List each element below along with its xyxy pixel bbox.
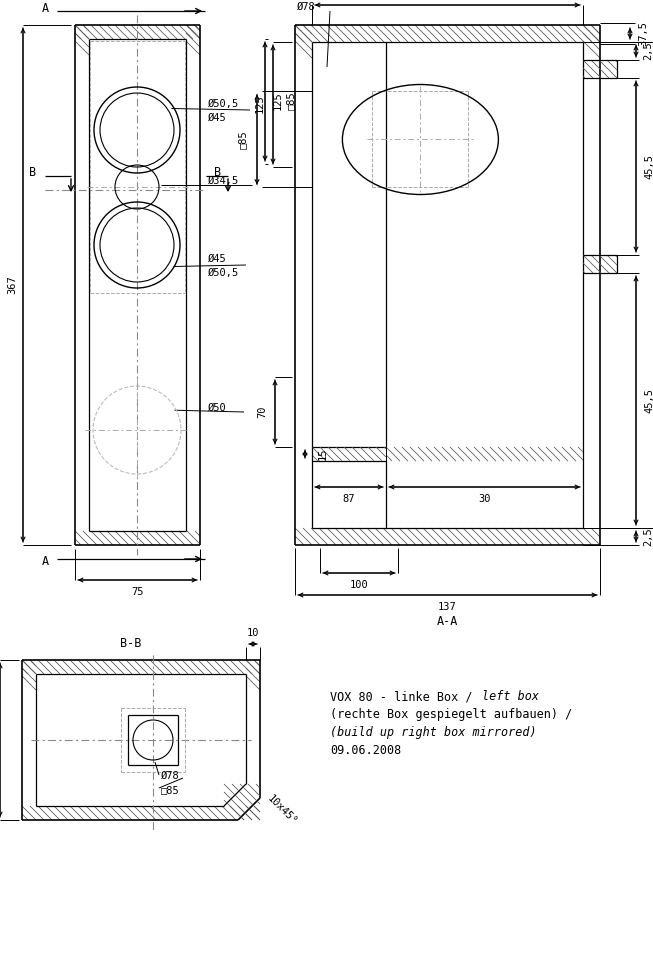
- Text: 125: 125: [273, 91, 283, 111]
- Text: 137: 137: [438, 602, 457, 612]
- Polygon shape: [22, 806, 260, 820]
- Text: 37,5: 37,5: [638, 21, 648, 46]
- Polygon shape: [295, 25, 312, 545]
- Text: 30: 30: [478, 494, 491, 504]
- Text: Ø50,5: Ø50,5: [208, 99, 239, 109]
- Polygon shape: [583, 60, 617, 78]
- Text: B: B: [214, 166, 221, 178]
- Polygon shape: [22, 660, 260, 674]
- Polygon shape: [224, 784, 260, 820]
- Text: Ø78: Ø78: [297, 2, 316, 12]
- Polygon shape: [75, 25, 200, 39]
- Text: left box: left box: [482, 690, 539, 703]
- Text: 367: 367: [7, 275, 17, 294]
- Text: A-A: A-A: [437, 614, 458, 627]
- Polygon shape: [312, 447, 386, 461]
- Text: Ø50: Ø50: [208, 403, 227, 413]
- Text: (rechte Box gespiegelt aufbauen) /: (rechte Box gespiegelt aufbauen) /: [330, 708, 572, 721]
- Text: 100: 100: [349, 580, 368, 590]
- Polygon shape: [295, 528, 600, 545]
- Text: 2,5: 2,5: [643, 527, 653, 546]
- Text: □85: □85: [286, 91, 296, 111]
- Text: 45,5: 45,5: [644, 154, 653, 179]
- Text: Ø34,5: Ø34,5: [208, 176, 239, 186]
- Polygon shape: [75, 25, 89, 545]
- Text: □85: □85: [238, 130, 248, 149]
- Text: 87: 87: [343, 494, 355, 504]
- Text: Ø45: Ø45: [208, 254, 227, 264]
- Polygon shape: [22, 660, 36, 820]
- Polygon shape: [386, 447, 583, 461]
- Polygon shape: [186, 25, 200, 545]
- Text: 2,5: 2,5: [643, 41, 653, 61]
- Text: 45,5: 45,5: [644, 388, 653, 413]
- Text: A: A: [41, 555, 48, 567]
- Text: (build up right box mirrored): (build up right box mirrored): [330, 726, 537, 739]
- Text: Ø45: Ø45: [208, 113, 227, 123]
- Text: 10x45°: 10x45°: [265, 793, 298, 827]
- Text: VOX 80 - linke Box /: VOX 80 - linke Box /: [330, 690, 479, 703]
- Text: Ø50,5: Ø50,5: [208, 268, 239, 278]
- Text: A: A: [41, 3, 48, 16]
- Text: B: B: [29, 166, 37, 178]
- Text: 10: 10: [247, 628, 259, 638]
- Polygon shape: [75, 531, 200, 545]
- Text: Ø78: Ø78: [161, 771, 180, 781]
- Text: □85: □85: [161, 785, 180, 795]
- Text: 70: 70: [257, 406, 267, 418]
- Polygon shape: [583, 255, 617, 273]
- Polygon shape: [295, 25, 600, 42]
- Text: 15: 15: [318, 448, 328, 461]
- Text: 75: 75: [131, 587, 144, 597]
- Text: 09.06.2008: 09.06.2008: [330, 744, 401, 757]
- Polygon shape: [246, 660, 260, 784]
- Text: 125: 125: [255, 95, 265, 114]
- Text: B-B: B-B: [120, 636, 142, 650]
- Polygon shape: [583, 25, 600, 545]
